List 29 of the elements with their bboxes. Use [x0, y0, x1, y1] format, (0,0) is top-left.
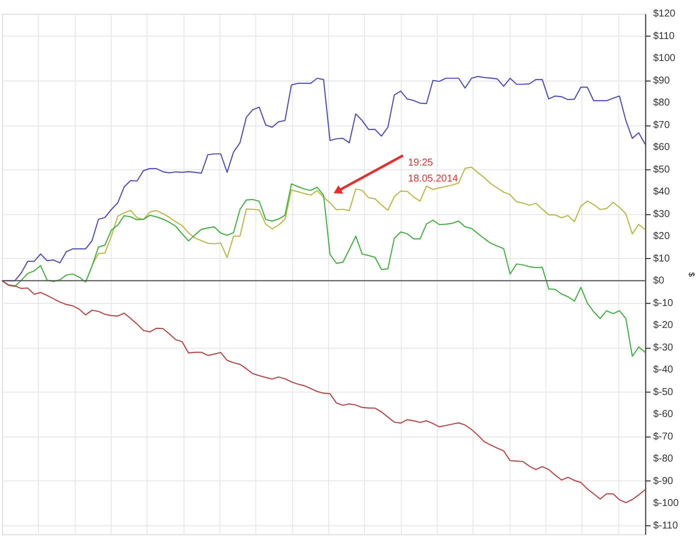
y-tick-label: $-70: [653, 431, 674, 442]
y-tick-label: $30: [653, 208, 670, 220]
annotation: 19:25 18.05.2014: [408, 157, 458, 184]
y-axis-title: $: [687, 272, 696, 278]
y-tick-label: $-100: [653, 498, 680, 510]
y-tick-label: $-20: [653, 320, 674, 332]
y-tick-label: $10: [653, 253, 670, 264]
y-tick-label: $80: [653, 98, 670, 109]
line-series: [1, 183, 646, 357]
y-tick-label: $90: [653, 75, 670, 86]
y-tick-label: $-40: [653, 364, 674, 376]
y-tick-label: $110: [653, 30, 676, 42]
y-tick-label: $-50: [653, 386, 674, 398]
y-tick-label: $20: [653, 231, 670, 242]
y-tick-label: $0: [653, 276, 665, 287]
y-tick-label: $-80: [653, 454, 674, 465]
y-tick-label: $-110: [653, 520, 678, 532]
line-series: [91, 166, 646, 266]
line-series: [1, 280, 646, 504]
y-tick-label: $-60: [653, 409, 674, 420]
y-tick-label: $-10: [653, 298, 674, 309]
y-tick-label: $40: [653, 186, 670, 198]
y-tick-label: $70: [653, 120, 670, 131]
y-tick-label: $-90: [653, 476, 674, 487]
y-tick-label: $-30: [653, 342, 674, 354]
y-tick-label: $50: [653, 164, 670, 176]
y-tick-label: $100: [653, 53, 676, 64]
y-tick-label: $60: [653, 142, 670, 154]
y-tick-label: $120: [653, 8, 676, 20]
